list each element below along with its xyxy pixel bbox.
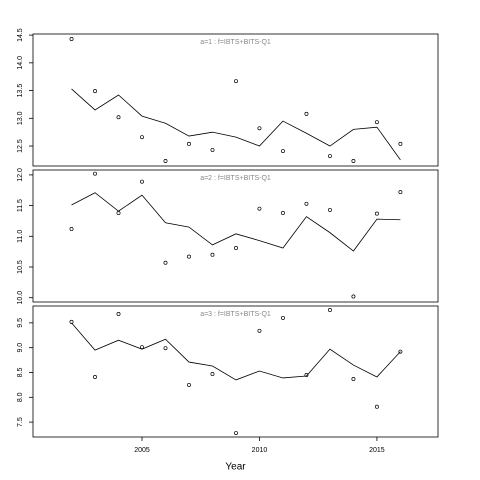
point <box>398 141 403 146</box>
point <box>140 179 144 184</box>
y-tick-label: 7.5 <box>17 417 24 427</box>
point <box>281 149 285 153</box>
point <box>281 315 285 320</box>
y-tick-label: 12.5 <box>17 139 24 153</box>
point <box>398 349 403 354</box>
point <box>140 135 144 140</box>
point <box>234 431 238 435</box>
point <box>187 382 191 387</box>
point <box>304 373 309 377</box>
line <box>71 88 401 161</box>
point <box>351 294 356 299</box>
panel-frame <box>32 33 439 167</box>
y-tick-label: 10.0 <box>17 291 24 305</box>
point <box>210 147 215 152</box>
point <box>257 328 262 333</box>
point <box>187 141 191 146</box>
x-tick-label: 2010 <box>252 447 268 454</box>
line <box>71 322 401 381</box>
y-tick-label: 13.0 <box>17 111 24 125</box>
y-tick-label: 13.5 <box>17 84 24 98</box>
point <box>257 206 262 211</box>
y-tick-label: 11.5 <box>17 199 24 212</box>
point <box>327 154 332 158</box>
x-tick-label: 2015 <box>369 447 385 454</box>
point <box>116 115 121 120</box>
point <box>116 211 121 215</box>
point <box>398 190 403 195</box>
point <box>163 159 168 163</box>
x-axis-label: Year <box>225 462 246 473</box>
panel-title: a=3 : f=IBTS+BITS-Q1 <box>200 311 271 318</box>
y-tick-label: 12.0 <box>17 168 24 182</box>
point <box>374 120 379 125</box>
y-tick-label: 10.5 <box>17 260 24 274</box>
panel-frame <box>32 305 439 438</box>
point <box>351 159 356 163</box>
point <box>93 171 97 176</box>
point <box>93 375 97 379</box>
point <box>93 89 97 94</box>
point <box>351 376 356 381</box>
point <box>163 260 168 265</box>
panel-title: a=2 : f=IBTS+BITS-Q1 <box>200 175 271 182</box>
y-tick-label: 14.0 <box>17 56 24 70</box>
point <box>257 126 262 131</box>
y-tick-label: 8.5 <box>17 368 24 378</box>
point <box>234 79 238 84</box>
point <box>304 111 309 116</box>
y-tick-label: 9.5 <box>17 318 24 328</box>
point <box>69 37 74 41</box>
x-tick-label: 2005 <box>134 447 150 454</box>
line <box>71 192 401 252</box>
point <box>374 211 379 216</box>
point <box>116 311 121 316</box>
y-tick-label: 9.0 <box>17 343 24 353</box>
point <box>234 246 238 250</box>
panel-title: a=1 : f=IBTS+BITS-Q1 <box>200 39 271 46</box>
y-tick-label: 14.5 <box>17 28 24 42</box>
y-tick-label: 11.0 <box>17 230 24 243</box>
point <box>210 372 215 376</box>
point <box>187 254 191 259</box>
y-tick-label: 8.0 <box>17 392 24 402</box>
point <box>327 308 332 312</box>
point <box>327 207 332 212</box>
point <box>210 252 215 257</box>
point <box>69 226 74 231</box>
panel-frame <box>32 169 439 303</box>
point <box>163 346 168 351</box>
point <box>304 201 309 206</box>
point <box>281 211 285 215</box>
point <box>374 404 379 409</box>
